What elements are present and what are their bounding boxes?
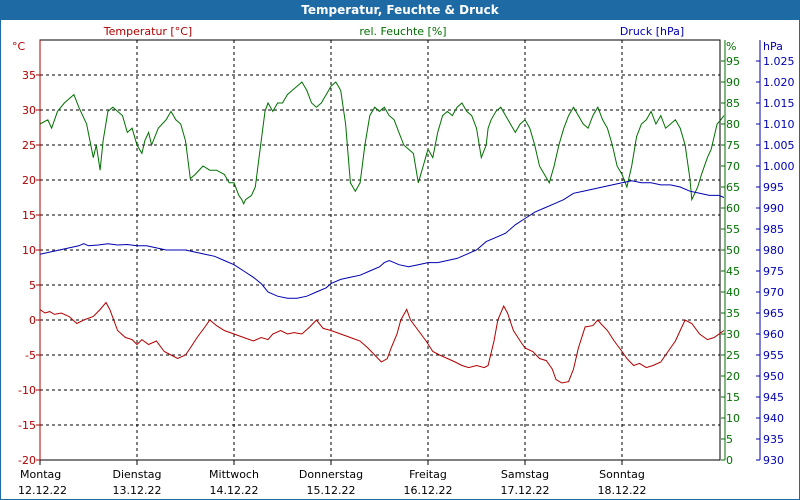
humidity-axis-title: rel. Feuchte [%] xyxy=(359,25,446,38)
temperature-series-line xyxy=(39,301,725,384)
x-day-label: Samstag xyxy=(501,468,549,481)
pressure-tick-label: 955 xyxy=(763,349,784,362)
temperature-tick-label: -20 xyxy=(18,454,36,467)
pressure-series-line xyxy=(39,180,725,299)
x-date-label: 16.12.22 xyxy=(404,484,453,497)
temperature-tick-label: 15 xyxy=(22,209,36,222)
pressure-tick-label: 1.010 xyxy=(763,118,795,131)
humidity-tick-label: 50 xyxy=(726,244,740,257)
humidity-tick-label: 70 xyxy=(726,160,740,173)
humidity-tick-label: 45 xyxy=(726,265,740,278)
chart-title: Temperatur, Feuchte & Druck xyxy=(0,0,800,20)
pressure-tick-label: 1.005 xyxy=(763,139,795,152)
humidity-tick-label: 10 xyxy=(726,412,740,425)
humidity-tick-label: 55 xyxy=(726,223,740,236)
x-day-label: Montag xyxy=(20,468,61,481)
x-date-label: 17.12.22 xyxy=(501,484,550,497)
temperature-tick-label: 20 xyxy=(22,174,36,187)
temperature-tick-label: -10 xyxy=(18,384,36,397)
x-day-label: Freitag xyxy=(409,468,447,481)
pressure-tick-label: 950 xyxy=(763,370,784,383)
x-day-label: Mittwoch xyxy=(209,468,259,481)
x-date-label: 18.12.22 xyxy=(598,484,647,497)
pressure-tick-label: 960 xyxy=(763,328,784,341)
temperature-tick-label: 25 xyxy=(22,139,36,152)
humidity-tick-label: 15 xyxy=(726,391,740,404)
humidity-series-line xyxy=(39,81,725,206)
temperature-tick-label: 10 xyxy=(22,244,36,257)
temperature-tick-label: 0 xyxy=(29,314,36,327)
pressure-tick-label: 995 xyxy=(763,181,784,194)
humidity-tick-label: 85 xyxy=(726,97,740,110)
humidity-tick-label: 95 xyxy=(726,55,740,68)
temperature-tick-label: -15 xyxy=(18,419,36,432)
temperature-unit-label: °C xyxy=(12,40,26,53)
pressure-tick-label: 935 xyxy=(763,433,784,446)
pressure-tick-label: 1.000 xyxy=(763,160,795,173)
pressure-tick-label: 975 xyxy=(763,265,784,278)
pressure-tick-label: 930 xyxy=(763,454,784,467)
pressure-tick-label: 1.025 xyxy=(763,55,795,68)
humidity-tick-label: 20 xyxy=(726,370,740,383)
humidity-tick-label: 60 xyxy=(726,202,740,215)
x-date-label: 12.12.22 xyxy=(18,484,67,497)
x-date-label: 14.12.22 xyxy=(210,484,259,497)
humidity-tick-label: 35 xyxy=(726,307,740,320)
humidity-tick-label: 90 xyxy=(726,76,740,89)
humidity-tick-label: 25 xyxy=(726,349,740,362)
humidity-unit-label: % xyxy=(726,40,736,53)
x-day-label: Donnerstag xyxy=(299,468,363,481)
pressure-tick-label: 1.020 xyxy=(763,76,795,89)
pressure-tick-label: 980 xyxy=(763,244,784,257)
x-day-label: Dienstag xyxy=(112,468,161,481)
pressure-tick-label: 990 xyxy=(763,202,784,215)
humidity-tick-label: 30 xyxy=(726,328,740,341)
pressure-tick-label: 965 xyxy=(763,307,784,320)
humidity-tick-label: 75 xyxy=(726,139,740,152)
temperature-axis-title: Temperatur [°C] xyxy=(103,25,192,38)
temperature-tick-label: 35 xyxy=(22,69,36,82)
temperature-tick-label: 5 xyxy=(29,279,36,292)
temperature-tick-label: 30 xyxy=(22,104,36,117)
humidity-tick-label: 80 xyxy=(726,118,740,131)
pressure-tick-label: 945 xyxy=(763,391,784,404)
humidity-tick-label: 5 xyxy=(726,433,733,446)
pressure-tick-label: 970 xyxy=(763,286,784,299)
x-date-label: 15.12.22 xyxy=(307,484,356,497)
humidity-tick-label: 40 xyxy=(726,286,740,299)
pressure-tick-label: 940 xyxy=(763,412,784,425)
humidity-tick-label: 65 xyxy=(726,181,740,194)
pressure-unit-label: hPa xyxy=(763,40,783,53)
temperature-tick-label: -5 xyxy=(25,349,36,362)
pressure-tick-label: 1.015 xyxy=(763,97,795,110)
pressure-tick-label: 985 xyxy=(763,223,784,236)
pressure-axis-title: Druck [hPa] xyxy=(620,25,684,38)
x-date-label: 13.12.22 xyxy=(113,484,162,497)
x-day-label: Sonntag xyxy=(599,468,645,481)
humidity-tick-label: 0 xyxy=(726,454,733,467)
